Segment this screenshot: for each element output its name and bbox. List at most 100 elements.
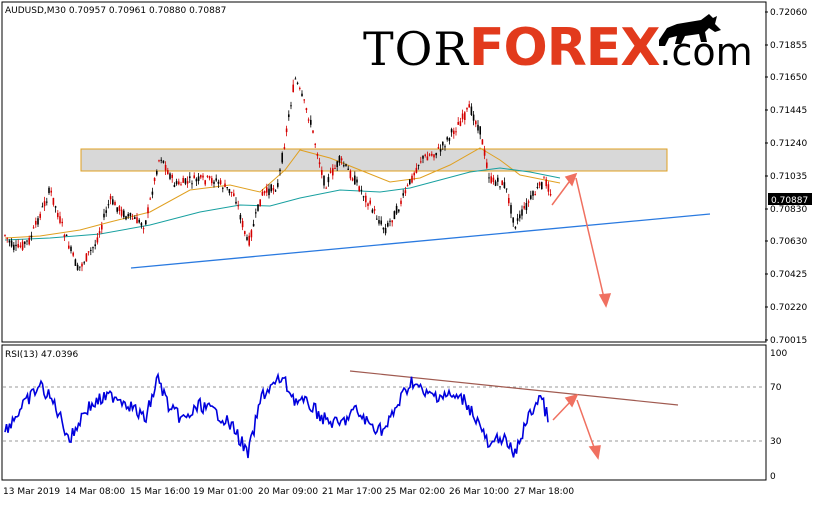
- candle-body: [261, 192, 264, 196]
- logo-brand: FOREX: [469, 18, 660, 78]
- candle-body: [120, 209, 123, 216]
- candle-body: [250, 230, 253, 238]
- time-axis-label: 27 Mar 18:00: [514, 487, 574, 497]
- candle-body: [50, 190, 52, 193]
- candle-body: [10, 240, 13, 247]
- candle-body: [158, 160, 160, 162]
- candle-body: [107, 204, 110, 206]
- candle-body: [402, 193, 404, 196]
- candle-body: [21, 241, 24, 250]
- candle-body: [239, 214, 242, 220]
- candle-body: [28, 237, 30, 245]
- candle-body: [433, 154, 435, 158]
- candle-body: [475, 121, 477, 125]
- candle-body: [259, 199, 261, 207]
- candle-body: [200, 175, 202, 178]
- candle-body: [169, 173, 171, 179]
- candle-body: [96, 237, 99, 243]
- candle-body: [244, 231, 246, 234]
- candle-body: [145, 220, 147, 225]
- candle-body: [472, 114, 475, 121]
- candle-body: [193, 175, 195, 179]
- candle-body: [505, 188, 508, 190]
- candle-body: [426, 156, 429, 161]
- candle-body: [195, 178, 198, 182]
- candle-body: [431, 153, 433, 156]
- candle-body: [490, 176, 492, 183]
- time-axis-label: 21 Mar 17:00: [322, 487, 382, 497]
- candle-body: [332, 168, 334, 176]
- candle-body: [65, 234, 68, 236]
- candle-body: [24, 241, 26, 244]
- candle-body: [19, 245, 22, 247]
- candle-body: [224, 183, 226, 188]
- candle-body: [8, 240, 11, 243]
- candle-body: [116, 207, 118, 212]
- rsi-header: RSI(13) 47.0396: [5, 350, 78, 360]
- candle-body: [127, 214, 129, 217]
- candle-body: [290, 105, 292, 107]
- candle-body: [360, 189, 363, 191]
- candle-body: [118, 206, 121, 211]
- candle-body: [32, 227, 35, 229]
- time-axis: 13 Mar 2019 14 Mar 08:00 15 Mar 16:00 19 Ma…: [3, 487, 574, 497]
- candle-body: [527, 201, 530, 203]
- price-axis-label: 0.70220: [770, 303, 807, 313]
- candle-body: [536, 186, 539, 188]
- candle-body: [246, 237, 248, 240]
- candle-body: [420, 161, 422, 163]
- candle-body: [384, 228, 387, 234]
- rsi-axis-30: 30: [770, 437, 782, 447]
- candle-body: [134, 217, 136, 219]
- candle-body: [68, 245, 70, 249]
- candle-body: [318, 162, 321, 165]
- candle-body: [83, 262, 85, 264]
- candle-body: [109, 196, 112, 200]
- brand-logo: TORFOREX.com: [363, 18, 753, 78]
- candle-body: [274, 190, 277, 192]
- candle-body: [310, 119, 312, 125]
- candle-body: [222, 187, 224, 189]
- candle-body: [336, 161, 338, 167]
- candle-body: [428, 154, 431, 156]
- candle-body: [479, 126, 481, 135]
- candle-body: [283, 147, 286, 149]
- candle-body: [292, 84, 294, 93]
- candle-body: [486, 162, 488, 168]
- candle-body: [461, 113, 464, 120]
- rsi-trendline: [349, 370, 679, 406]
- candle-body: [103, 213, 105, 218]
- candle-body: [323, 175, 325, 186]
- candle-body: [299, 87, 301, 89]
- candle-body: [70, 246, 72, 252]
- candle-body: [503, 182, 506, 189]
- candle-body: [378, 220, 380, 224]
- forecast-arrow-rsi: [552, 393, 601, 460]
- price-axis-label: 0.71650: [770, 73, 807, 83]
- resistance-zone: [80, 148, 668, 172]
- candle-body: [444, 146, 446, 148]
- candle-body: [541, 182, 543, 189]
- candle-body: [371, 209, 374, 213]
- candle-body: [530, 195, 532, 199]
- candle-body: [497, 177, 499, 182]
- time-axis-label: 20 Mar 09:00: [258, 487, 318, 497]
- candle-body: [356, 179, 358, 183]
- price-axis: 0.72060 0.71855 0.71650 0.71445 0.71240 0.710…: [765, 8, 807, 346]
- candle-body: [255, 212, 257, 214]
- candle-body: [149, 198, 151, 200]
- candle-body: [237, 205, 239, 207]
- candle-body: [382, 227, 385, 230]
- candle-body: [453, 130, 455, 135]
- candle-body: [334, 168, 336, 170]
- candle-body: [87, 251, 90, 253]
- candle-body: [63, 234, 66, 237]
- candle-body: [534, 194, 536, 196]
- rsi-line: [4, 372, 549, 459]
- candle-body: [151, 191, 154, 195]
- candle-body: [380, 220, 382, 225]
- candle-body: [98, 231, 101, 234]
- candle-body: [171, 174, 173, 178]
